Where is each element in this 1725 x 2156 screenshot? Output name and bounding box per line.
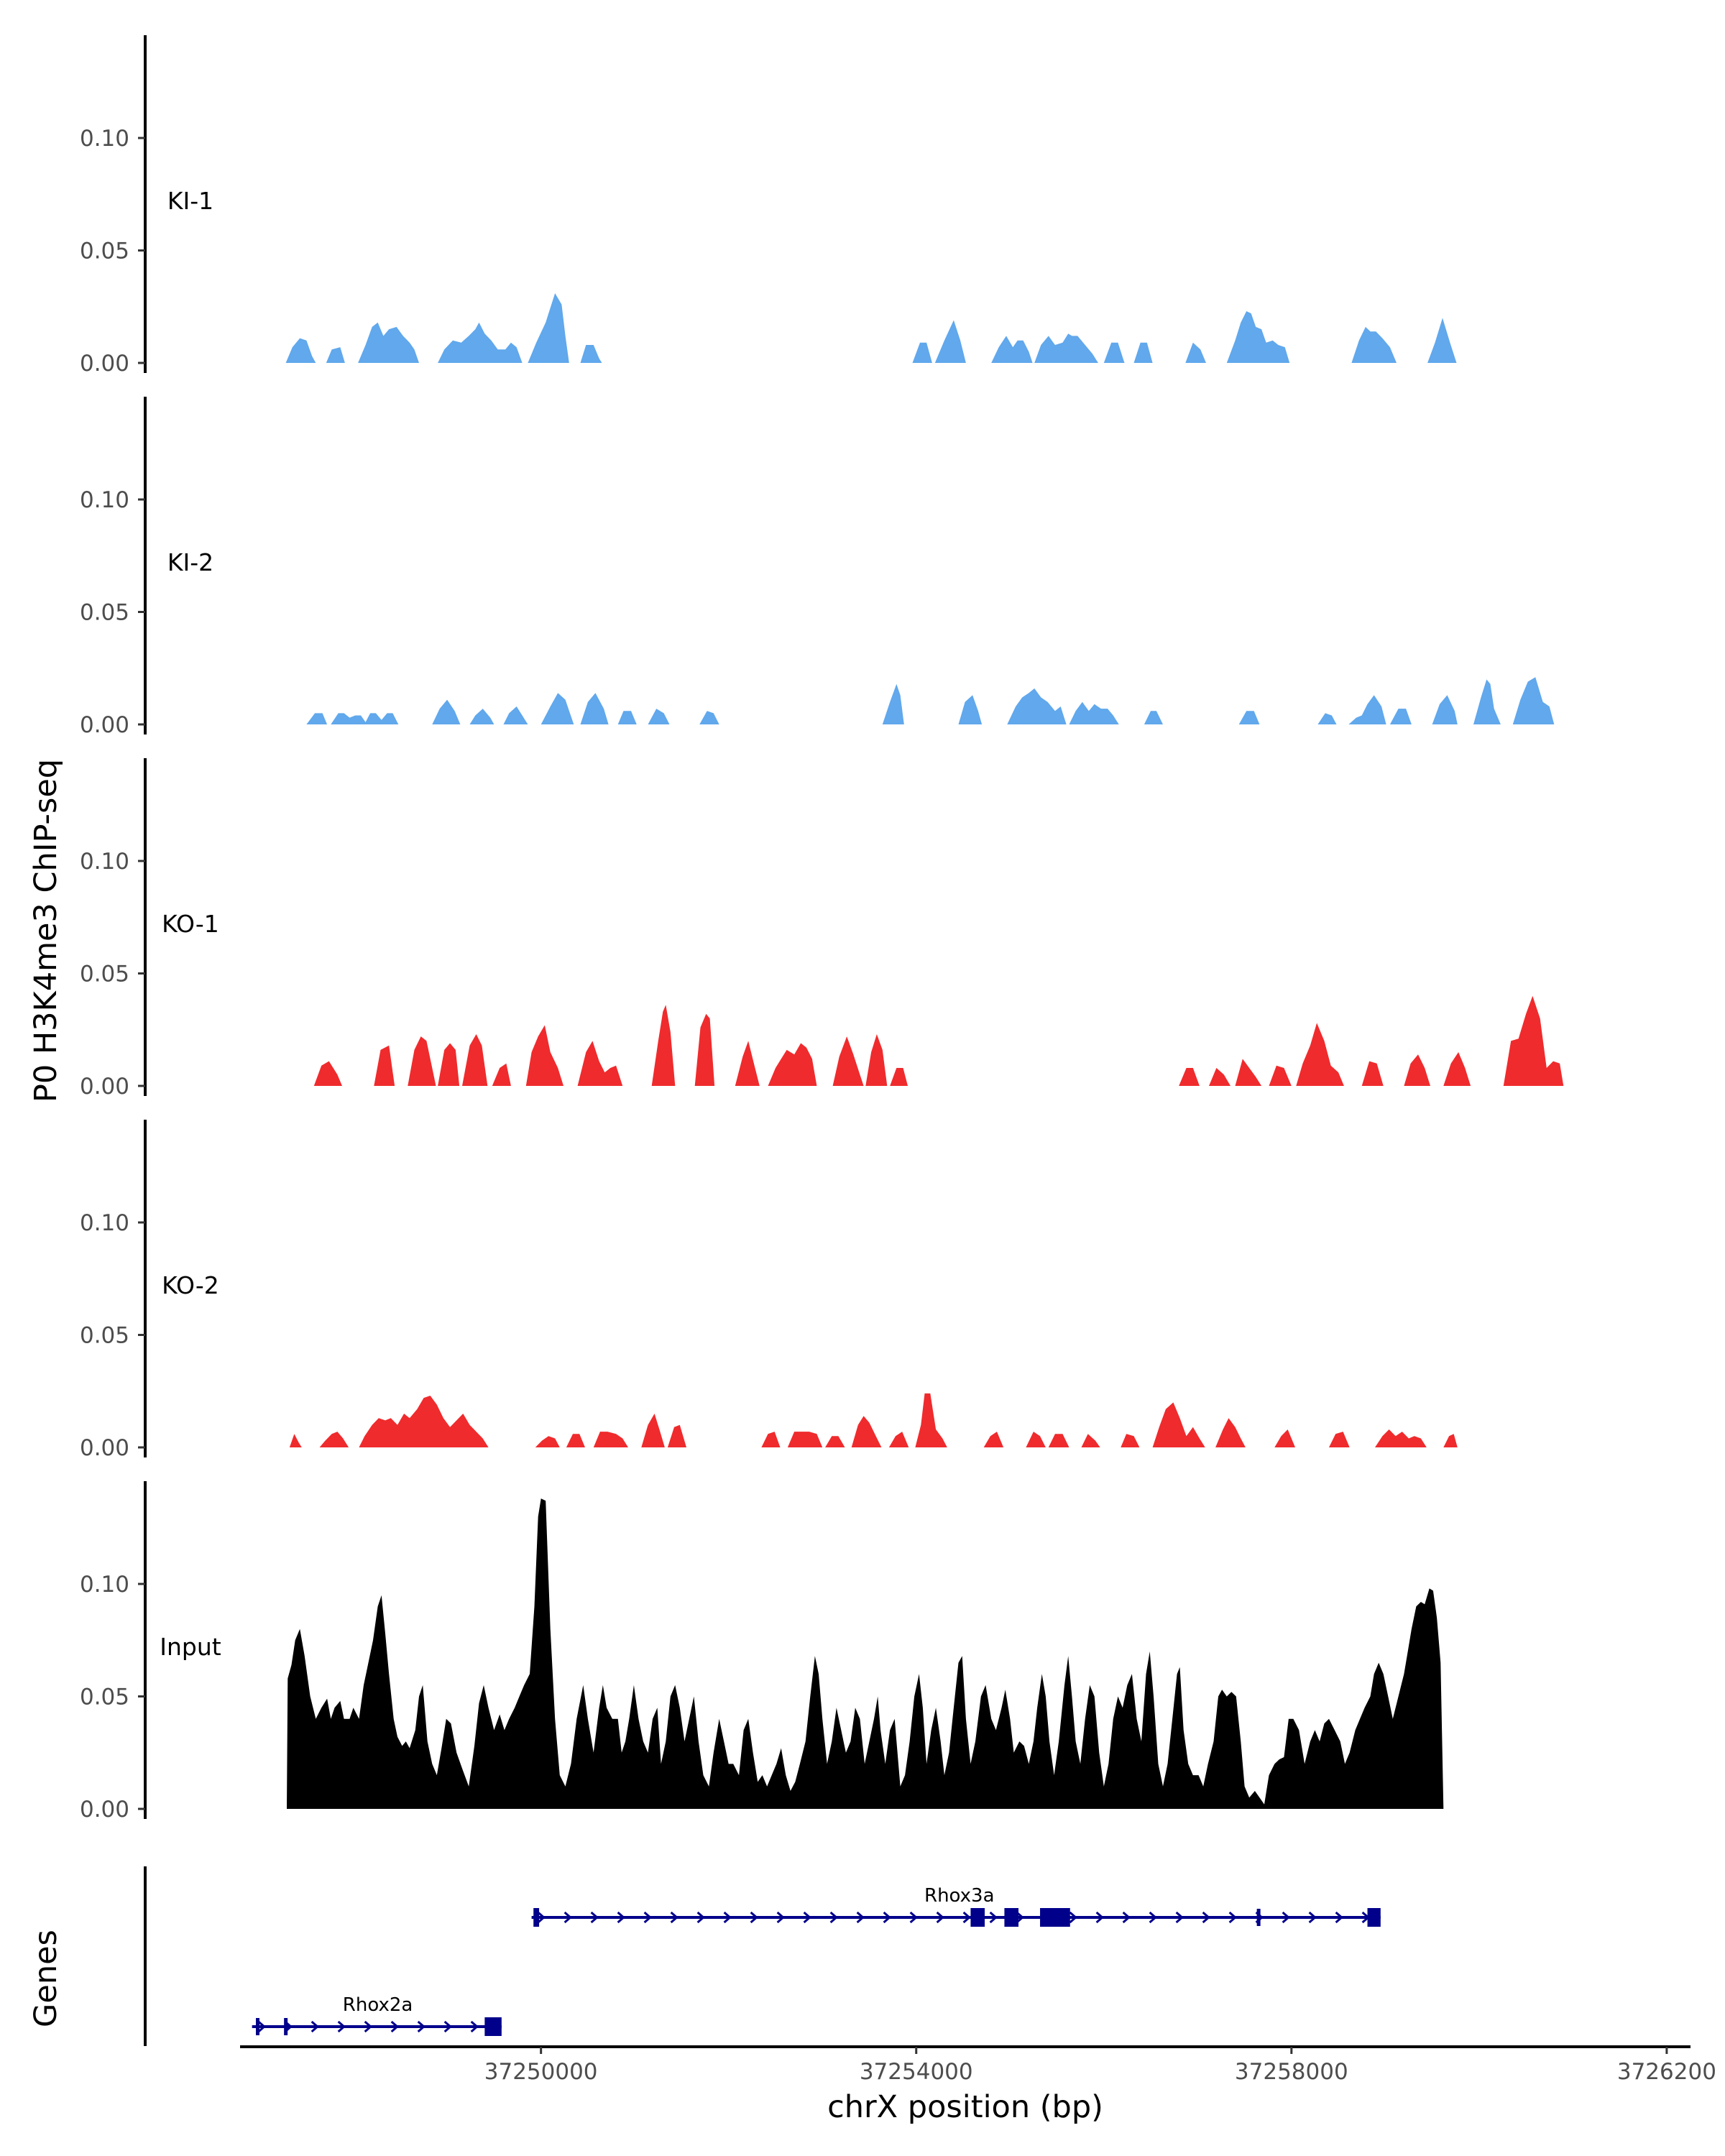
strand-arrow [883,1911,891,1924]
track-ko-2: 0.00 0.05 0.10 KO-2 [80,1120,1458,1461]
y-tick-label: 0.00 [80,351,129,377]
signal-area-ko-2 [289,1393,1458,1447]
genes-axis-title: Genes [28,1930,64,2027]
y-axis-title: P0 H3K4me3 ChIP-seq [28,759,64,1102]
x-tick-label: 37250000 [484,2059,598,2085]
strand-arrow [417,2020,426,2033]
y-tick-label: 0.05 [80,1323,129,1349]
signal-area-ki-1 [285,293,1457,363]
strand-arrow [337,2020,346,2033]
gene-rhox2a: Rhox2a [252,1994,502,2036]
track-ki-2: 0.00 0.05 0.10 KI-2 [80,397,1555,738]
genes-panel: Rhox3a Rhox2a [144,1866,1381,2046]
track-label-ko-2: KO-2 [162,1271,219,1299]
exon [970,1908,985,1927]
exon [533,1908,540,1927]
gene-label-rhox3a: Rhox3a [924,1885,995,1907]
exon [1040,1908,1070,1927]
y-tick-label: 0.10 [80,849,129,875]
strand-arrow [643,1911,652,1924]
x-tick-label: 37254000 [860,2059,973,2085]
y-tick-label: 0.10 [80,126,129,152]
strand-arrow [936,1911,944,1924]
strand-arrow [390,2020,399,2033]
track-label-input: Input [160,1633,221,1661]
y-tick-label: 0.00 [80,1074,129,1100]
strand-arrow [364,2020,372,2033]
track-ko-1: 0.00 0.05 0.10 KO-1 [80,758,1564,1100]
strand-arrow [257,2020,266,2033]
gene-rhox3a: Rhox3a [531,1885,1381,1927]
y-tick-label: 0.05 [80,1685,129,1710]
strand-arrow [1016,1911,1024,1924]
strand-arrow [1095,1911,1104,1924]
gene-label-rhox2a: Rhox2a [343,1994,413,2016]
x-tick-label: 37258000 [1235,2059,1348,2085]
strand-arrow [537,1911,546,1924]
strand-arrow [723,1911,732,1924]
exon [484,2017,502,2036]
signal-area-ki-2 [306,677,1555,724]
strand-arrow [1122,1911,1131,1924]
y-tick-label: 0.00 [80,1797,129,1823]
strand-arrow [670,1911,678,1924]
strand-arrow [470,2020,479,2033]
track-panels: 0.00 0.05 0.10 KI-1 0.00 0.05 0.10 KI-2 0.00 0.05… [80,35,1564,1823]
strand-arrow [989,1911,998,1924]
strand-arrow [1202,1911,1210,1924]
x-axis: 37250000 37254000 37258000 3726200 [240,2045,1716,2085]
signal-area-input [287,1498,1444,1809]
strand-arrow [909,1911,918,1924]
track-label-ki-2: KI-2 [167,548,213,576]
strand-arrow [1308,1911,1317,1924]
strand-arrow [1335,1911,1343,1924]
strand-arrow [1069,1911,1077,1924]
y-tick-label: 0.05 [80,239,129,264]
y-tick-label: 0.10 [80,1210,129,1236]
y-tick-label: 0.00 [80,1435,129,1461]
strand-arrow [590,1911,599,1924]
strand-arrow [856,1911,865,1924]
strand-arrow [829,1911,838,1924]
strand-arrow [750,1911,758,1924]
signal-area-ko-1 [313,995,1564,1086]
track-label-ki-1: KI-1 [167,187,213,215]
y-tick-label: 0.05 [80,962,129,987]
track-label-ko-1: KO-1 [162,910,219,938]
x-axis-title: chrX position (bp) [827,2089,1103,2125]
strand-arrow [1228,1911,1237,1924]
strand-arrow [310,2020,319,2033]
strand-arrow [564,1911,572,1924]
strand-arrow [696,1911,705,1924]
y-tick-label: 0.05 [80,600,129,626]
strand-arrow [1149,1911,1157,1924]
strand-arrow [803,1911,811,1924]
strand-arrow [617,1911,625,1924]
exon [1004,1908,1019,1927]
strand-arrow [1282,1911,1290,1924]
track-ki-1: 0.00 0.05 0.10 KI-1 [80,35,1457,377]
x-tick-label: 3726200 [1617,2059,1716,2085]
strand-arrow [776,1911,785,1924]
y-tick-label: 0.10 [80,487,129,513]
y-tick-label: 0.00 [80,712,129,738]
strand-arrow [443,2020,452,2033]
strand-arrow [1175,1911,1184,1924]
y-tick-label: 0.10 [80,1572,129,1598]
strand-arrow [962,1911,971,1924]
track-input: 0.00 0.05 0.10 Input [80,1481,1444,1823]
exon [1367,1908,1381,1927]
